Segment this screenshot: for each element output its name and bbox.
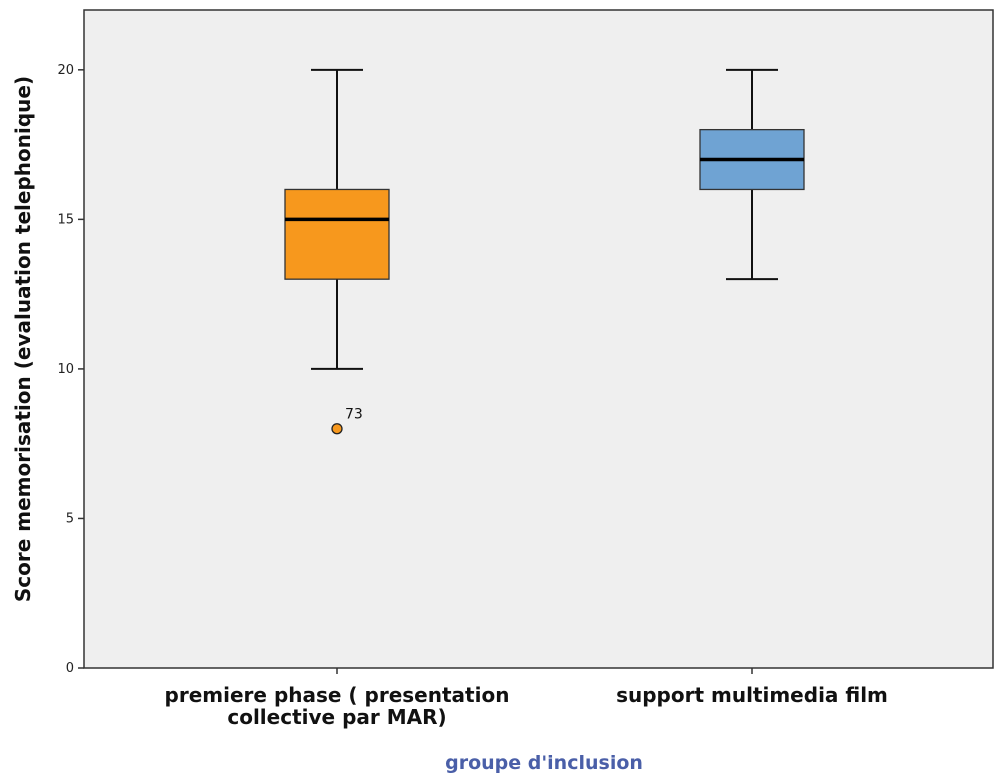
x-category-label: collective par MAR) — [227, 705, 446, 729]
y-axis-label: Score memorisation (evaluation telephoni… — [11, 76, 35, 602]
boxes: 73 — [284, 68, 805, 435]
y-tick-label: 20 — [57, 63, 74, 78]
outlier-point — [331, 423, 343, 435]
y-tick-label: 15 — [57, 212, 74, 227]
box-group — [699, 68, 805, 281]
x-axis-label: groupe d'inclusion — [445, 752, 643, 774]
y-tick-label: 5 — [66, 511, 74, 526]
x-category-label: support multimedia film — [616, 683, 888, 707]
y-axis-ticks: 0 5 10 15 20 — [57, 63, 84, 676]
x-axis-ticks: premiere phase ( presentationcollective … — [165, 668, 888, 729]
y-tick-label: 0 — [66, 661, 74, 676]
plot-area — [83, 9, 994, 669]
y-tick-label: 10 — [57, 362, 74, 377]
iqr-box — [284, 188, 390, 280]
outlier-label: 73 — [345, 407, 363, 423]
x-category-label: premiere phase ( presentation — [165, 683, 510, 707]
box-group: 73 — [284, 68, 390, 435]
